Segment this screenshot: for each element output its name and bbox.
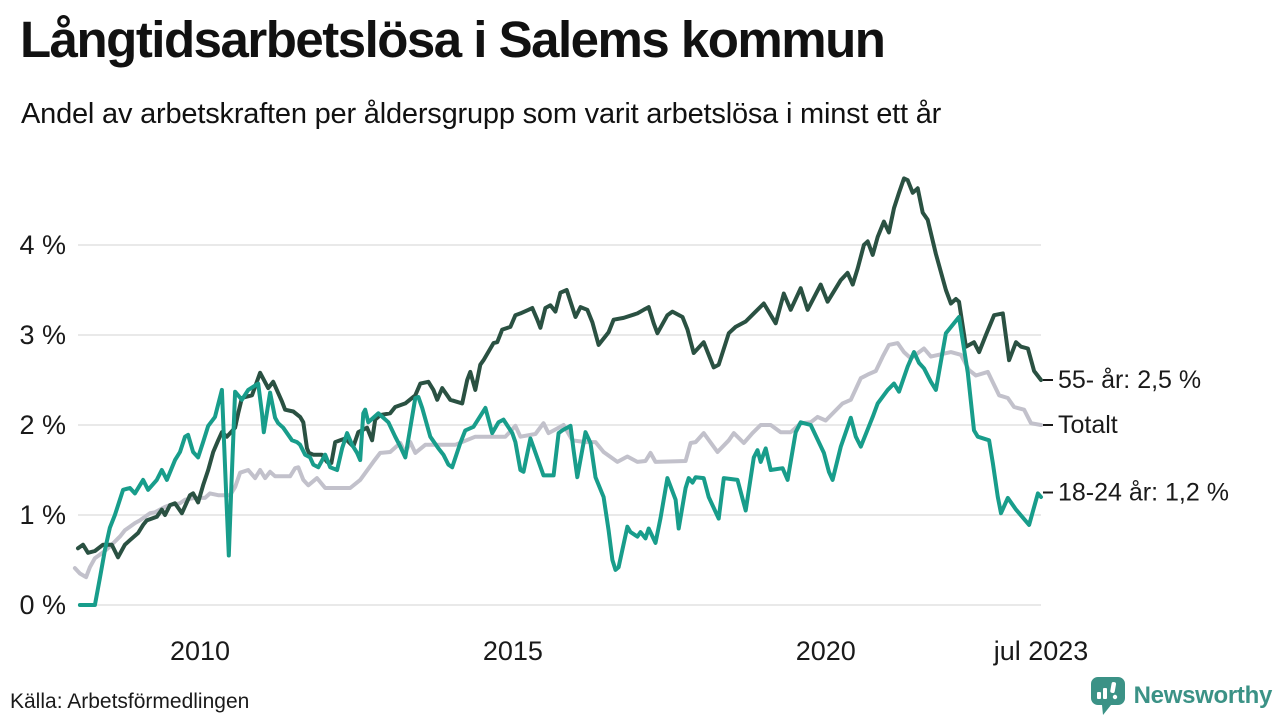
x-axis-tick-label: 2020 (796, 636, 856, 666)
series-end-label: Totalt (1058, 411, 1118, 439)
series-line-18-24-r (77, 315, 1043, 607)
x-axis-tick-label: jul 2023 (993, 636, 1089, 666)
source-note: Källa: Arbetsförmedlingen (10, 690, 250, 713)
y-axis-tick-label: 2 % (19, 410, 66, 440)
y-axis-tick-label: 4 % (19, 230, 66, 260)
newsworthy-logo-text: Newsworthy (1133, 682, 1273, 709)
newsworthy-logo: Newsworthy (1089, 676, 1272, 716)
series-end-label: 55- år: 2,5 % (1058, 366, 1201, 394)
page-title: Långtidsarbetslösa i Salems kommun (20, 11, 886, 68)
series-line-totalt (72, 341, 1043, 580)
y-axis-tick-label: 3 % (19, 320, 66, 350)
x-axis-tick-label: 2010 (170, 636, 230, 666)
newsworthy-pin-icon (1090, 677, 1125, 715)
x-axis-tick-label: 2015 (483, 636, 543, 666)
series-end-label: 18-24 år: 1,2 % (1058, 479, 1229, 507)
page-subtitle: Andel av arbetskraften per åldersgrupp s… (21, 98, 942, 130)
y-axis-tick-label: 0 % (19, 590, 66, 620)
series-line-55-r (76, 176, 1043, 560)
y-axis-tick-label: 1 % (19, 500, 66, 530)
